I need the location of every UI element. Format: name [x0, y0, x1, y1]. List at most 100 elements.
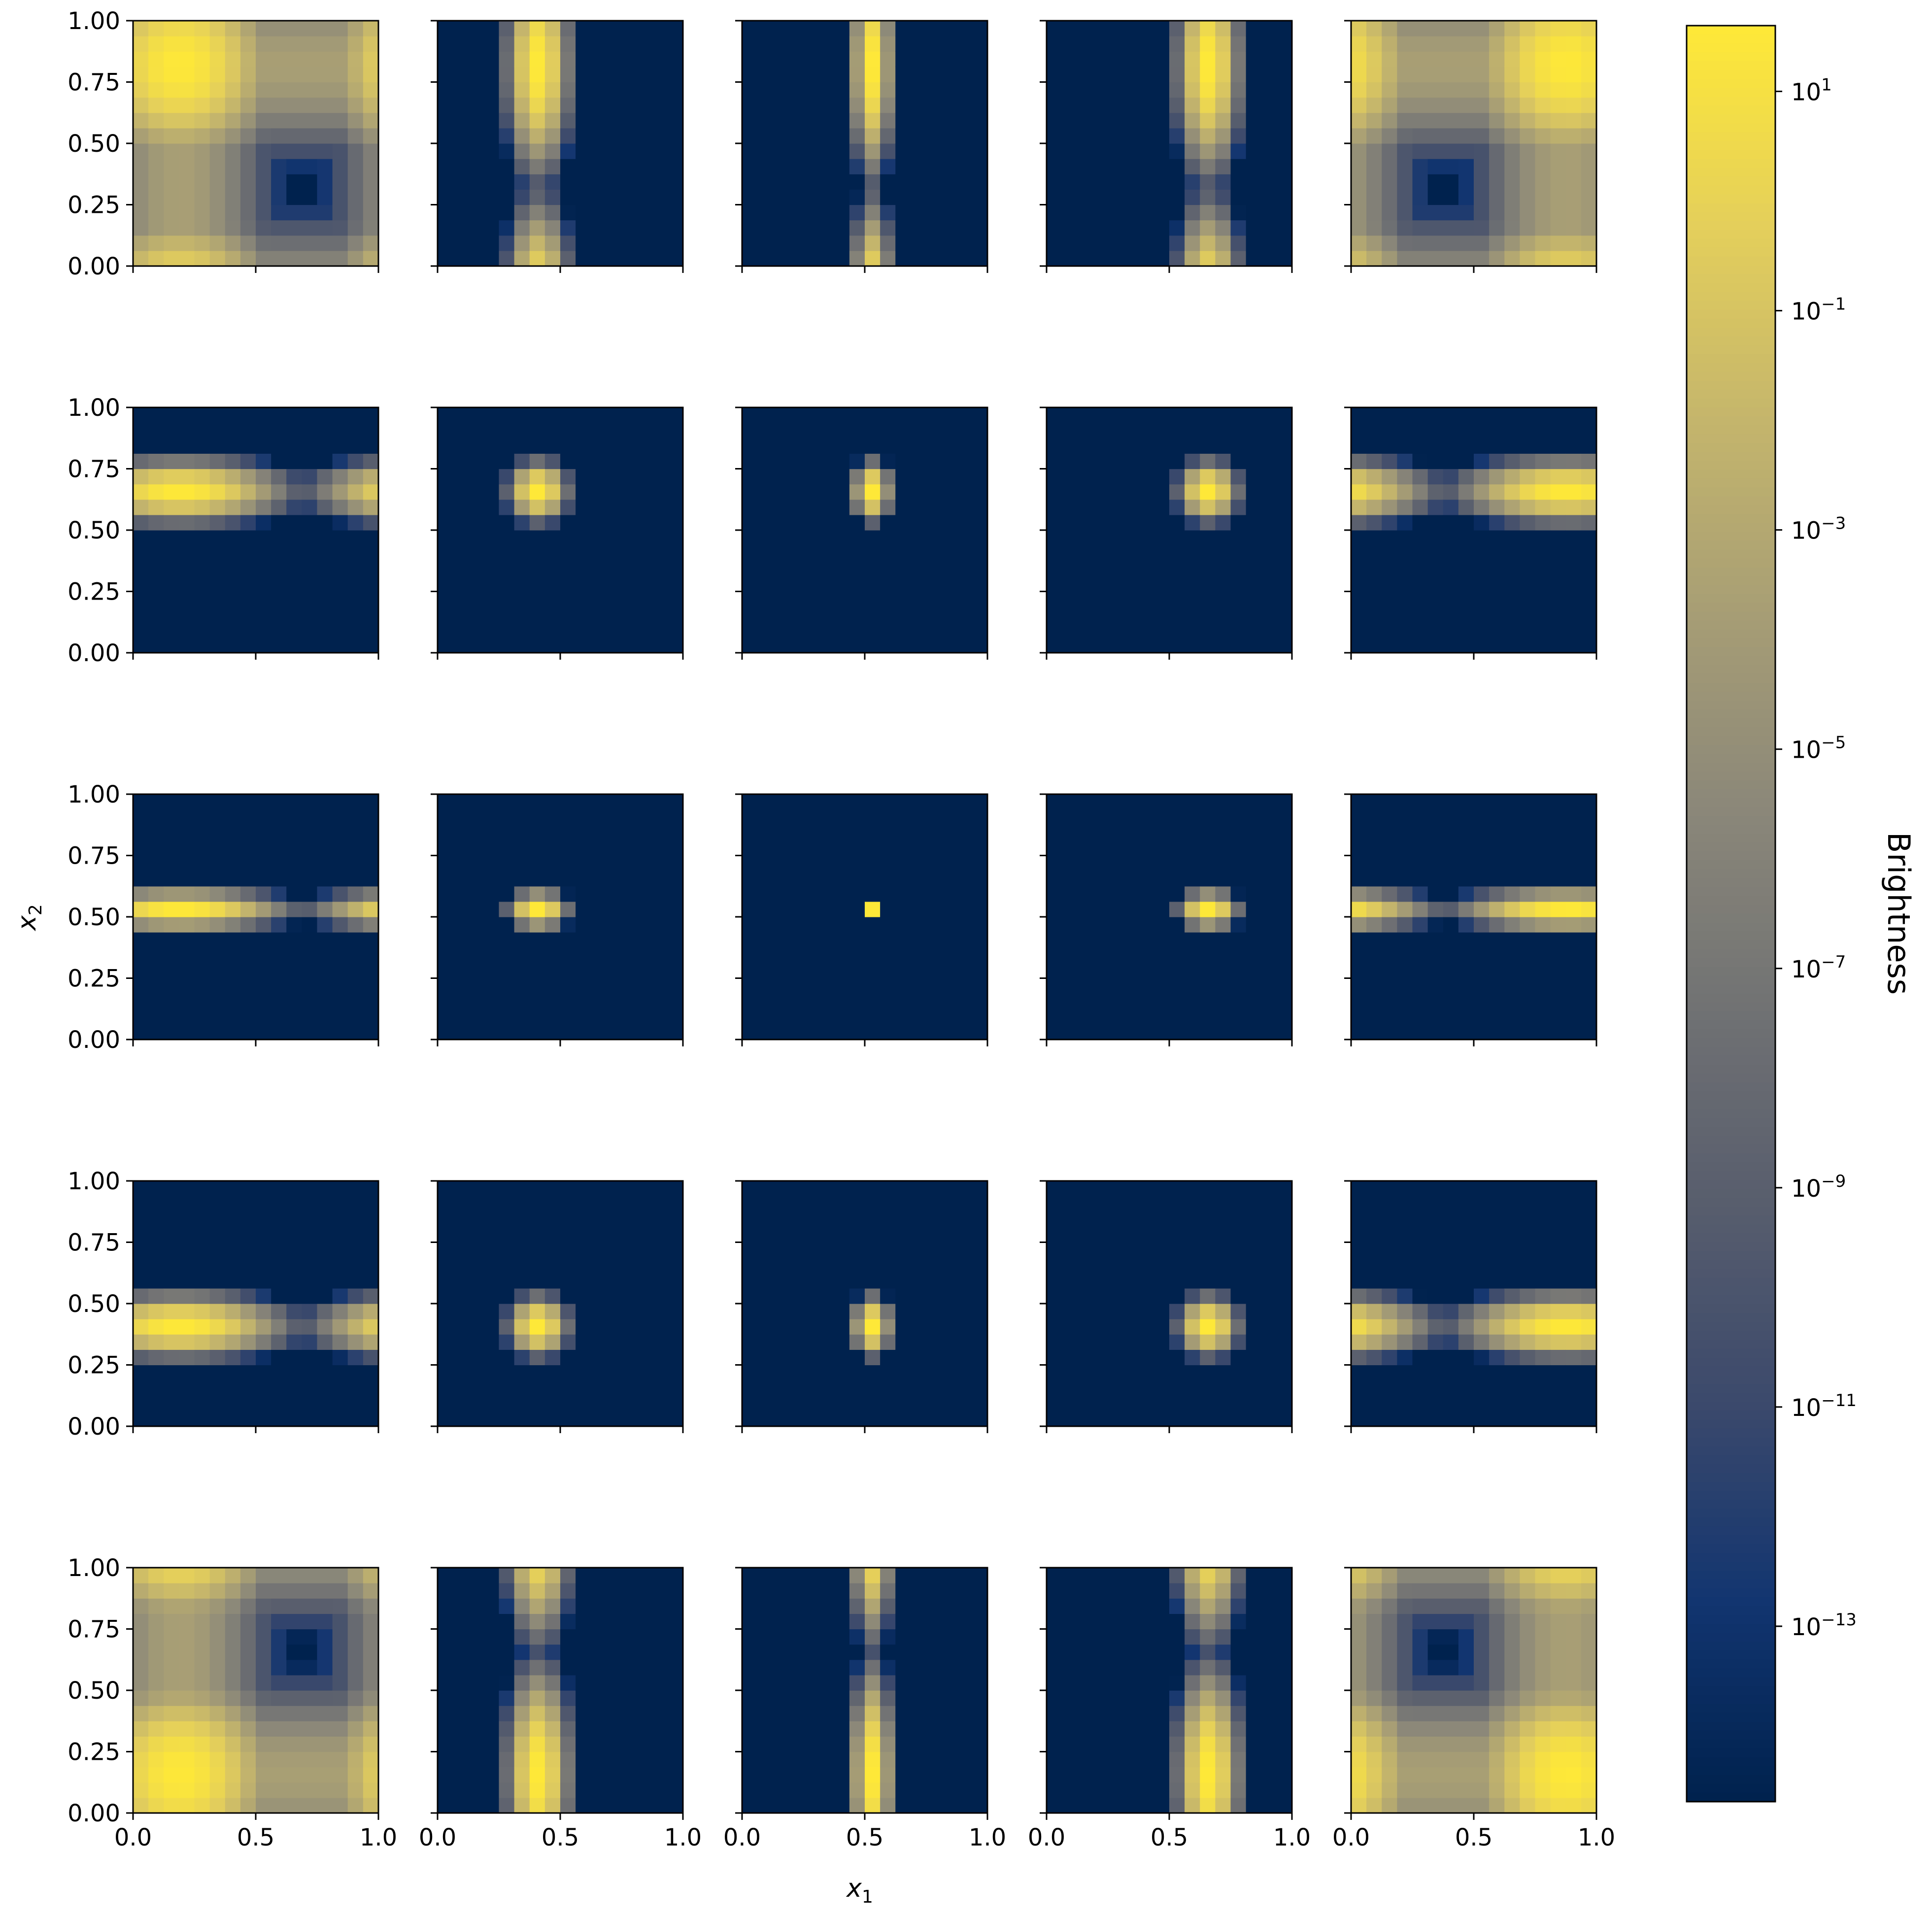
heatmap-cell — [1200, 36, 1216, 52]
heatmap-cell — [1123, 1227, 1139, 1243]
heatmap-cell — [179, 637, 195, 653]
heatmap-cell — [818, 1242, 835, 1258]
heatmap-cell — [926, 21, 942, 36]
heatmap-cell — [302, 978, 318, 994]
heatmap-cell — [1246, 1008, 1262, 1025]
heatmap-cell — [1047, 1395, 1062, 1411]
heatmap-cell — [1276, 36, 1292, 52]
heatmap-cell — [1169, 235, 1185, 251]
heatmap-cell — [757, 1304, 773, 1319]
heatmap-cell — [225, 855, 241, 872]
heatmap-cell — [803, 1319, 819, 1335]
heatmap-cell — [818, 51, 835, 67]
heatmap-cell — [637, 591, 653, 607]
heatmap-cell — [637, 204, 653, 221]
heatmap-cell — [225, 1319, 241, 1335]
heatmap-cell — [453, 1349, 469, 1366]
heatmap-cell — [1215, 901, 1231, 917]
heatmap-cell — [926, 36, 942, 52]
heatmap-cell — [1215, 220, 1231, 236]
heatmap-cell — [286, 1365, 302, 1381]
heatmap-cell — [1047, 189, 1062, 205]
heatmap-cell — [332, 1304, 348, 1319]
heatmap-cell — [1550, 917, 1566, 933]
heatmap-cell — [209, 1288, 226, 1304]
heatmap-cell — [1092, 1181, 1109, 1197]
heatmap-cell — [164, 1365, 179, 1381]
heatmap-cell — [667, 871, 683, 887]
heatmap-cell — [438, 1242, 453, 1258]
heatmap-cell — [483, 576, 500, 592]
heatmap-cell — [332, 1380, 348, 1396]
heatmap-cell — [225, 622, 241, 638]
heatmap-cell — [1169, 993, 1185, 1009]
heatmap-cell — [317, 67, 333, 83]
heatmap-cell — [803, 1273, 819, 1289]
heatmap-cell — [302, 1196, 318, 1212]
heatmap-cell — [667, 1334, 683, 1350]
heatmap-cell — [483, 917, 500, 933]
heatmap-cell — [1276, 438, 1292, 454]
heatmap-cell — [1474, 250, 1490, 267]
heatmap-cell — [256, 250, 271, 267]
heatmap-cell — [1138, 235, 1154, 251]
heatmap-cell — [1520, 606, 1536, 623]
heatmap-cell — [1077, 189, 1093, 205]
heatmap-cell — [514, 112, 530, 129]
heatmap-cell — [179, 855, 195, 872]
heatmap-cell — [240, 855, 256, 872]
heatmap-cell — [818, 1304, 835, 1319]
heatmap-cell — [1123, 932, 1139, 948]
heatmap-cell — [240, 545, 256, 561]
heatmap-cell — [256, 143, 271, 159]
heatmap-cell — [302, 220, 318, 236]
heatmap-cell — [148, 530, 164, 546]
heatmap-cell — [1200, 855, 1216, 872]
heatmap-cell — [1565, 484, 1582, 500]
heatmap-cell — [1153, 1227, 1170, 1243]
heatmap-cell — [773, 794, 788, 810]
heatmap-cell — [1185, 1410, 1200, 1427]
heatmap-cell — [1200, 1395, 1216, 1411]
heatmap-cell — [834, 591, 850, 607]
heatmap-cell — [1276, 97, 1292, 113]
heatmap-cell — [1489, 484, 1505, 500]
heatmap-cell — [194, 901, 210, 917]
heatmap-cell — [818, 1196, 835, 1212]
heatmap-cell — [1246, 484, 1262, 500]
heatmap-cell — [483, 1410, 500, 1427]
heatmap-cell — [164, 1319, 179, 1335]
heatmap-cell — [332, 235, 348, 251]
heatmap-cell — [1047, 901, 1062, 917]
heatmap-cell — [849, 51, 865, 67]
heatmap-cell — [317, 438, 333, 454]
heatmap-cell — [209, 963, 226, 979]
heatmap-cell — [926, 204, 942, 221]
heatmap-cell — [1565, 825, 1582, 840]
heatmap-cell — [621, 1395, 638, 1411]
heatmap-cell — [1520, 871, 1536, 887]
heatmap-cell — [560, 112, 576, 129]
heatmap-cell — [849, 514, 865, 531]
heatmap-cell — [926, 963, 942, 979]
heatmap-cell — [1581, 112, 1597, 129]
heatmap-cell — [803, 591, 819, 607]
heatmap-cell — [1261, 591, 1277, 607]
heatmap-cell — [544, 407, 561, 423]
heatmap-cell — [1489, 886, 1505, 902]
heatmap-cell — [560, 469, 576, 485]
heatmap-cell — [849, 606, 865, 623]
heatmap-cell — [1565, 174, 1582, 190]
heatmap-cell — [1504, 1024, 1520, 1040]
heatmap-cell — [225, 453, 241, 470]
heatmap-cell — [363, 637, 379, 653]
heatmap-cell — [499, 591, 515, 607]
heatmap-cell — [865, 1211, 881, 1227]
heatmap-cell — [483, 1395, 500, 1411]
heatmap-cell — [317, 143, 333, 159]
heatmap-cell — [742, 438, 758, 454]
heatmap-cell — [895, 637, 911, 653]
heatmap-cell — [941, 407, 957, 423]
heatmap-cell — [1276, 112, 1292, 129]
heatmap-cell — [1092, 407, 1109, 423]
